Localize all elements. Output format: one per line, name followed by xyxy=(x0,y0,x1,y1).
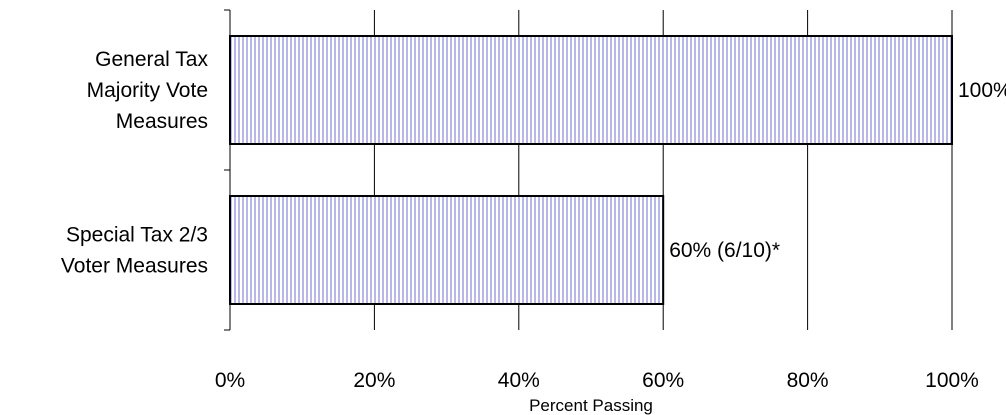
axes xyxy=(224,9,231,331)
x-tick-label: 0% xyxy=(215,369,245,392)
data-label: 100% (7/7) xyxy=(958,79,1006,102)
category-label: Measures xyxy=(116,110,208,133)
bar xyxy=(229,195,665,305)
x-tick-label: 40% xyxy=(498,369,540,392)
category-label: General Tax xyxy=(95,48,208,71)
x-tick-label: 20% xyxy=(353,369,395,392)
bars xyxy=(229,35,953,305)
labels: 100% (7/7) 60% (6/10)* General Tax Majority… xyxy=(61,48,1006,415)
category-label: Majority Vote xyxy=(87,79,208,102)
data-label-background xyxy=(667,238,783,263)
bar xyxy=(229,35,953,145)
category-label: Special Tax 2/3 xyxy=(66,224,208,247)
x-tick-label: 80% xyxy=(787,369,829,392)
category-label: Voter Measures xyxy=(61,255,208,278)
x-axis-title: Percent Passing xyxy=(529,396,653,415)
x-tick-label: 100% xyxy=(925,369,979,392)
data-label-background xyxy=(956,78,1006,103)
x-tick-label: 60% xyxy=(642,369,684,392)
data-label: 60% (6/10)* xyxy=(669,239,780,262)
